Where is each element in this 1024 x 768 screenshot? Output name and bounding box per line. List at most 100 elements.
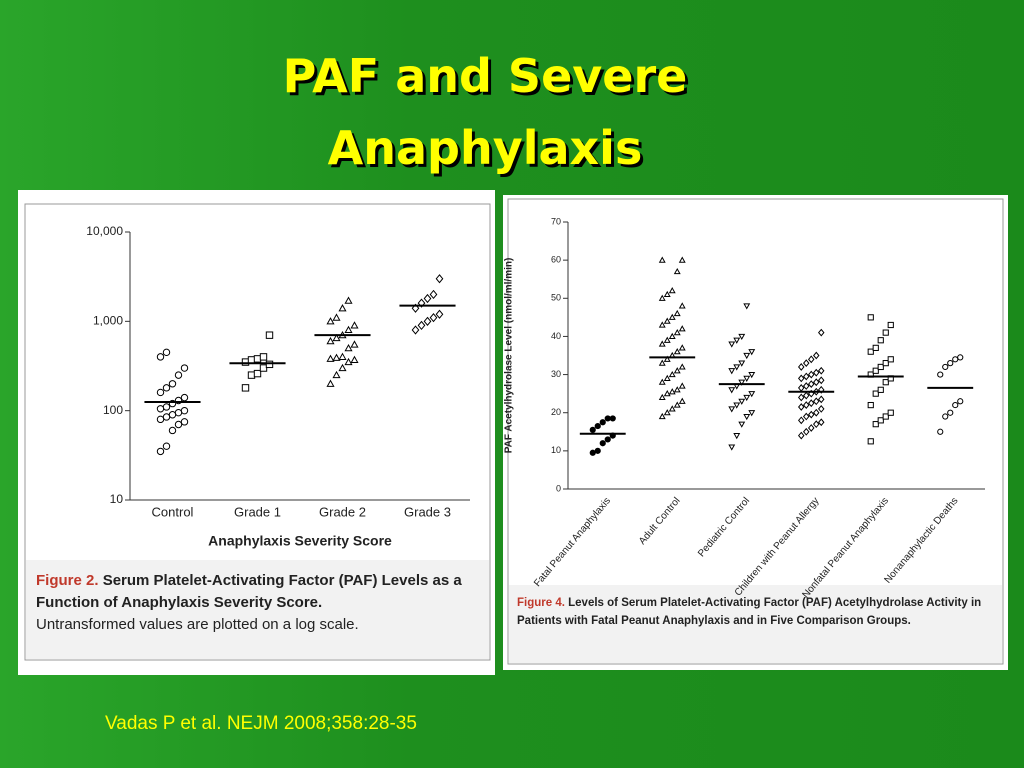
data-point: [429, 289, 438, 300]
data-point: [673, 348, 681, 355]
data-point: [156, 353, 165, 361]
data-point: [797, 393, 805, 402]
data-point: [168, 411, 177, 419]
data-point: [937, 428, 944, 435]
data-point: [247, 356, 256, 364]
data-point: [594, 447, 601, 454]
data-point: [807, 355, 815, 364]
data-point: [812, 408, 820, 417]
data-point: [668, 313, 676, 320]
data-point: [241, 358, 250, 366]
data-point: [265, 331, 274, 339]
data-point: [599, 419, 606, 426]
data-point: [326, 336, 335, 345]
data-point: [589, 449, 596, 456]
data-point: [678, 302, 686, 309]
data-point: [673, 386, 681, 393]
data-point: [658, 393, 666, 401]
data-point: [259, 353, 268, 361]
data-point: [728, 406, 736, 413]
x-axis-label: Anaphylaxis Severity Score: [208, 533, 392, 549]
data-point: [807, 380, 815, 389]
data-point: [802, 372, 810, 381]
data-point: [604, 415, 611, 422]
y-tick-label: 1,000: [93, 314, 123, 328]
data-point: [802, 382, 810, 390]
data-point: [411, 325, 420, 335]
data-point: [338, 352, 347, 360]
y-tick-label: 30: [551, 369, 561, 379]
data-point: [678, 344, 686, 351]
data-point: [817, 418, 825, 427]
data-point: [802, 391, 810, 400]
data-point: [663, 355, 671, 362]
data-point: [326, 317, 335, 325]
data-point: [663, 409, 671, 416]
data-point: [942, 413, 949, 420]
data-point: [344, 296, 353, 304]
data-point: [259, 364, 268, 372]
data-point: [344, 343, 353, 352]
data-point: [350, 340, 359, 348]
data-point: [180, 393, 189, 402]
data-point: [797, 431, 805, 440]
data-point: [668, 287, 676, 294]
data-point: [326, 379, 335, 387]
data-point: [332, 333, 341, 342]
caption-right-bg: [509, 585, 1002, 663]
data-point: [942, 363, 949, 371]
data-point: [332, 353, 341, 361]
data-point: [738, 333, 746, 341]
slide-title: PAF and Severe Anaphylaxis: [282, 49, 688, 175]
caption-note: Untransformed values are plotted on a lo…: [36, 616, 359, 633]
data-point: [658, 378, 666, 385]
data-point: [344, 357, 353, 366]
data-point: [668, 370, 676, 378]
y-tick-label: 10,000: [86, 224, 123, 238]
data-point: [882, 413, 889, 420]
data-point: [738, 379, 746, 386]
y-tick-label: 60: [551, 255, 561, 265]
data-point: [162, 384, 171, 392]
data-point: [872, 367, 879, 374]
data-point: [253, 369, 262, 378]
data-point: [802, 359, 810, 368]
data-point: [882, 360, 889, 367]
y-tick-label: 20: [551, 407, 561, 417]
data-point: [877, 363, 884, 371]
data-point: [174, 371, 183, 379]
data-point: [743, 352, 751, 360]
data-point: [812, 420, 820, 429]
y-tick-label: 70: [551, 216, 561, 226]
data-point: [728, 341, 736, 348]
caption-left: Figure 2. Serum Platelet-Activating Fact…: [36, 570, 481, 636]
data-point: [797, 416, 805, 425]
data-point: [599, 440, 606, 447]
caption-label: Figure 2.: [36, 572, 99, 589]
data-point: [673, 267, 681, 275]
data-point: [728, 368, 736, 375]
data-point: [678, 256, 686, 263]
data-point: [877, 386, 884, 393]
data-point: [673, 401, 681, 408]
data-point: [162, 442, 171, 450]
data-point: [728, 444, 736, 451]
data-point: [812, 351, 820, 360]
data-point: [867, 438, 874, 445]
data-point: [162, 348, 171, 357]
x-tick-label: Grade 1: [234, 504, 281, 519]
data-point: [668, 405, 676, 412]
data-point: [802, 401, 810, 409]
data-point: [867, 314, 874, 321]
data-point: [350, 321, 359, 329]
data-point: [435, 274, 444, 284]
y-tick-label: 10: [551, 445, 561, 455]
data-point: [743, 413, 751, 421]
data-point: [807, 424, 815, 432]
data-point: [594, 422, 601, 430]
data-point: [743, 394, 751, 402]
data-point: [867, 401, 874, 409]
y-axis-label: PAF Acetylhydrolase Level (nmol/ml/min): [504, 258, 515, 454]
data-point: [748, 349, 756, 356]
